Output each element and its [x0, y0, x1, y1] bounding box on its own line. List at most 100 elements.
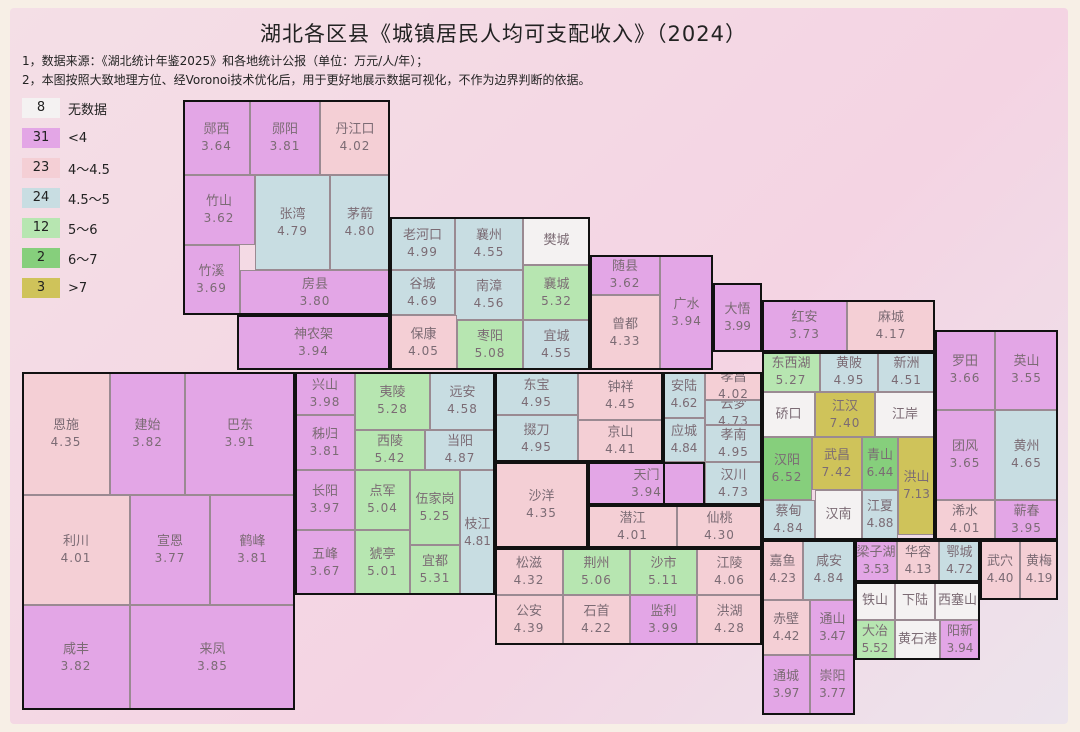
legend-swatch: 2: [22, 248, 60, 268]
region-value: 7.42: [821, 464, 853, 479]
region-name: 罗田: [951, 354, 978, 369]
region-value: 4.01: [60, 551, 92, 565]
legend-label: <4: [68, 130, 88, 146]
region-name: 猇亭: [369, 546, 396, 562]
region-value: 3.77: [819, 686, 846, 700]
region-value: 4.01: [949, 521, 981, 535]
region-name: 建始: [134, 417, 161, 433]
region-value: 6.44: [866, 464, 894, 479]
region-咸丰: 咸丰 3.82: [22, 605, 130, 710]
region-name: 新洲: [893, 356, 920, 371]
region-value: 3.62: [203, 211, 235, 225]
region-name: 张湾: [279, 206, 306, 222]
region-value: 4.99: [407, 244, 438, 259]
region-name: 随县: [611, 259, 638, 274]
region-云梦: 云梦 4.73: [705, 400, 762, 425]
region-name: 蕲春: [1013, 504, 1040, 519]
region-value: 4.55: [473, 244, 505, 259]
region-name: 秭归: [311, 426, 338, 442]
region-name: 恩施: [52, 417, 79, 433]
region-name: 郧阳: [271, 121, 298, 137]
region-东西湖: 东西湖 5.27: [762, 352, 820, 392]
region-张湾: 张湾 4.79: [255, 175, 330, 270]
region-value: 4.42: [772, 628, 800, 643]
region-西陵: 西陵 5.42: [355, 430, 425, 470]
region-嘉鱼: 嘉鱼 4.23: [762, 540, 803, 600]
region-value: 4.84: [670, 441, 698, 455]
region-value: 5.27: [775, 373, 807, 387]
region-value: 3.99: [648, 621, 679, 635]
region-value: 3.95: [1011, 521, 1042, 535]
region-name: 茅箭: [346, 206, 373, 222]
region-利川: 利川 4.01: [22, 495, 130, 605]
region-东宝: 东宝 4.95: [495, 372, 578, 415]
region-枝江: 枝江 4.81: [460, 470, 495, 595]
region-江岸: 江岸: [875, 392, 935, 437]
region-name: 黄陂: [835, 356, 862, 371]
region-name: 阳新: [946, 624, 973, 639]
region-通城: 通城 3.97: [762, 655, 810, 715]
region-name: 崇阳: [819, 669, 846, 684]
region-value: 4.73: [718, 413, 749, 425]
region-name: 沙洋: [528, 489, 555, 504]
legend-swatch: 3: [22, 278, 60, 298]
region-name: 下陆: [901, 593, 928, 608]
region-洪湖: 洪湖 4.28: [697, 595, 762, 645]
region-value: 4.28: [714, 621, 745, 635]
region-name: 黄州: [1013, 439, 1040, 454]
region-value: 5.04: [367, 501, 398, 515]
region-value: 4.95: [521, 394, 552, 409]
region-name: 鄂城: [946, 545, 973, 560]
region-长阳: 长阳 3.97: [295, 470, 355, 530]
region-name: 安陆: [670, 379, 697, 394]
region-value: 3.99: [724, 318, 751, 333]
region-麻城: 麻城 4.17: [847, 300, 935, 352]
region-value: 5.28: [377, 402, 408, 416]
region-value: 5.11: [648, 572, 679, 587]
region-name: 武昌: [823, 447, 850, 463]
region-value: 4.56: [473, 296, 505, 310]
region-宜都: 宜都 5.31: [410, 545, 460, 595]
region-name: 巴东: [226, 417, 253, 433]
region-name: 广水: [673, 296, 700, 312]
region-宣恩: 宣恩 3.77: [130, 495, 210, 605]
region-name: 嘉鱼: [769, 554, 796, 569]
region-浠水: 浠水 4.01: [935, 500, 995, 540]
region-value: 4.35: [50, 434, 82, 449]
region-value: 5.31: [419, 571, 451, 585]
region-name: 浠水: [951, 504, 978, 519]
region-兴山: 兴山 3.98: [295, 372, 355, 415]
region-英山: 英山 3.55: [995, 330, 1058, 410]
region-value: 4.35: [526, 506, 557, 520]
region-name: 大冶: [861, 624, 888, 639]
region-石首: 石首 4.22: [563, 595, 630, 645]
region-name: 老河口: [402, 227, 442, 243]
region-团风: 团风 3.65: [935, 410, 995, 500]
region-value: 4.05: [408, 343, 439, 358]
region-谷城: 谷城 4.69: [390, 270, 455, 315]
region-value: 4.65: [1011, 456, 1042, 470]
region-name: 五峰: [311, 546, 338, 562]
region-铁山: 铁山: [855, 582, 895, 620]
region-江夏: 江夏 4.88: [862, 490, 898, 540]
region-value: 4.87: [444, 451, 476, 465]
region-name: 枣阳: [476, 329, 503, 344]
region-随县: 随县 3.62: [590, 255, 660, 295]
region-value: 5.06: [581, 572, 612, 587]
region-name: 汉川: [720, 467, 747, 483]
region-name: 青山: [866, 447, 893, 463]
region-value: 4.55: [541, 346, 572, 360]
region-name: 汉南: [825, 507, 852, 522]
region-value: 4.80: [344, 223, 376, 238]
region-value: 4.23: [769, 571, 796, 585]
region-value: 4.62: [670, 396, 698, 410]
region-name: 曾都: [611, 316, 638, 332]
region-当阳: 当阳 4.87: [425, 430, 495, 470]
region-value: 3.64: [201, 138, 232, 153]
region-value: 3.81: [309, 443, 341, 458]
region-name: 郧西: [203, 121, 230, 137]
region-name: 宜城: [543, 329, 570, 344]
region-郧西: 郧西 3.64: [183, 100, 250, 175]
region-value: 4.22: [581, 621, 612, 635]
region-name: 仙桃: [706, 510, 733, 526]
